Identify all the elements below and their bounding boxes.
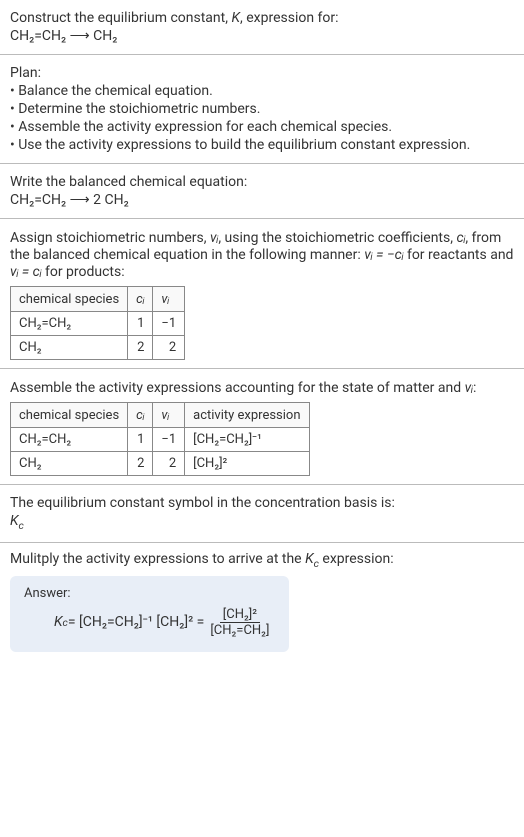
table-cell: 1: [128, 312, 153, 336]
intro-section: Construct the equilibrium constant, K, e…: [0, 0, 524, 55]
multiply-K: K: [305, 551, 314, 567]
table-header: chemical species: [11, 287, 128, 312]
intro-line-1: Construct the equilibrium constant, K, e…: [10, 10, 514, 26]
table-header: νᵢ: [153, 287, 185, 312]
table-row: chemical species cᵢ νᵢ: [11, 287, 185, 312]
plan-section: Plan: • Balance the chemical equation. •…: [0, 55, 524, 164]
stoich-table: chemical species cᵢ νᵢ CH₂=CH₂ 1 −1 CH₂ …: [10, 286, 185, 360]
table-header: νᵢ: [153, 403, 185, 428]
intro-text-1b: , expression for:: [240, 10, 339, 26]
table-row: CH₂ 2 2: [11, 336, 185, 360]
answer-terms: = [CH₂=CH₂]⁻¹ [CH₂]² =: [68, 614, 204, 630]
table-header: activity expression: [185, 403, 309, 428]
assemble-text: Assemble the activity expressions accoun…: [10, 379, 514, 396]
table-cell: 2: [153, 452, 185, 476]
table-cell: 1: [128, 428, 153, 452]
multiply-text: Mulitply the activity expressions to arr…: [10, 551, 514, 570]
kc-c: c: [19, 519, 24, 532]
activity-table: chemical species cᵢ νᵢ activity expressi…: [10, 402, 310, 476]
fraction-numerator: [CH₂]²: [220, 607, 260, 623]
kc-K: K: [10, 513, 19, 529]
assemble-section: Assemble the activity expressions accoun…: [0, 369, 524, 485]
plan-bullet-3: • Assemble the activity expression for e…: [10, 119, 514, 135]
answer-fraction: [CH₂]² [CH₂=CH₂]: [207, 607, 272, 638]
table-cell: CH₂=CH₂: [11, 312, 128, 336]
intro-text-1: Construct the equilibrium constant,: [10, 10, 231, 26]
table-cell: CH₂: [11, 336, 128, 360]
answer-K: K: [54, 614, 63, 630]
balanced-equation: CH₂=CH₂ ⟶ 2 CH₂: [10, 192, 514, 208]
table-cell: CH₂=CH₂: [11, 428, 128, 452]
table-header: chemical species: [11, 403, 128, 428]
table-cell: −1: [153, 312, 185, 336]
assign-t2: , using the stoichiometric coefficients,: [218, 230, 456, 246]
assign-t1: Assign stoichiometric numbers,: [10, 230, 210, 246]
intro-K: K: [231, 10, 240, 26]
assemble-vi: νᵢ: [465, 380, 473, 396]
table-header: cᵢ: [128, 287, 153, 312]
table-cell: [CH₂]²: [185, 452, 309, 476]
balanced-section: Write the balanced chemical equation: CH…: [0, 164, 524, 219]
answer-formula: Kc = [CH₂=CH₂]⁻¹ [CH₂]² = [CH₂]² [CH₂=CH…: [24, 607, 275, 638]
table-cell: 2: [128, 336, 153, 360]
symbol-section: The equilibrium constant symbol in the c…: [0, 485, 524, 543]
plan-title: Plan:: [10, 65, 514, 81]
intro-equation: CH₂=CH₂ ⟶ CH₂: [10, 28, 514, 44]
fraction-denominator: [CH₂=CH₂]: [207, 623, 272, 638]
assign-t5: for products:: [42, 264, 125, 280]
table-row: CH₂ 2 2 [CH₂]²: [11, 452, 310, 476]
assign-t4: for reactants and: [403, 247, 513, 263]
table-row: chemical species cᵢ νᵢ activity expressi…: [11, 403, 310, 428]
plan-bullet-1: • Balance the chemical equation.: [10, 83, 514, 99]
table-header: cᵢ: [128, 403, 153, 428]
balanced-text: Write the balanced chemical equation:: [10, 174, 514, 190]
plan-bullet-2: • Determine the stoichiometric numbers.: [10, 101, 514, 117]
table-cell: −1: [153, 428, 185, 452]
table-cell: [CH₂=CH₂]⁻¹: [185, 428, 309, 452]
table-row: CH₂=CH₂ 1 −1 [CH₂=CH₂]⁻¹: [11, 428, 310, 452]
table-cell: 2: [128, 452, 153, 476]
multiply-t2: expression:: [319, 551, 394, 567]
assign-section: Assign stoichiometric numbers, νᵢ , using…: [0, 219, 524, 369]
answer-box: Answer: Kc = [CH₂=CH₂]⁻¹ [CH₂]² = [CH₂]²…: [10, 576, 289, 652]
plan-bullet-4: • Use the activity expressions to build …: [10, 137, 514, 153]
assign-text: Assign stoichiometric numbers, νᵢ, using…: [10, 229, 514, 280]
answer-label: Answer:: [24, 586, 275, 601]
table-cell: 2: [153, 336, 185, 360]
symbol-kc: Kc: [10, 513, 514, 532]
assemble-colon: :: [473, 380, 476, 396]
table-cell: CH₂: [11, 452, 128, 476]
assign-rel2: νᵢ = cᵢ: [10, 264, 42, 280]
multiply-t1: Mulitply the activity expressions to arr…: [10, 551, 305, 567]
symbol-text: The equilibrium constant symbol in the c…: [10, 495, 514, 511]
table-row: CH₂=CH₂ 1 −1: [11, 312, 185, 336]
assemble-t1: Assemble the activity expressions accoun…: [10, 380, 465, 396]
multiply-section: Mulitply the activity expressions to arr…: [0, 543, 524, 660]
assign-rel1: νᵢ = −cᵢ: [364, 247, 403, 263]
assign-ci: cᵢ: [456, 230, 465, 246]
